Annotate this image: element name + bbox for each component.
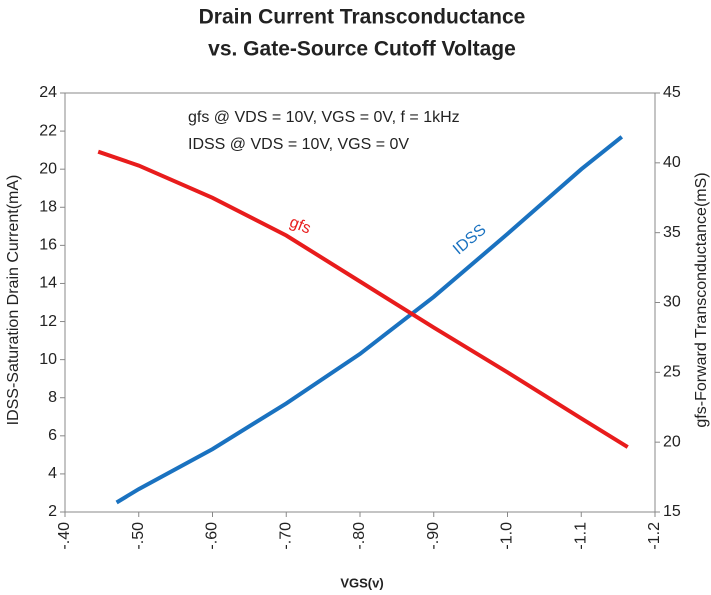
y2-tick-label: 15 [663,503,681,520]
y2-tick-label: 25 [663,364,681,381]
x-tick-label: -1.0 [499,522,516,550]
y-tick-label: 6 [48,427,57,444]
y2-tick-label: 45 [663,84,681,101]
x-tick-label: -1.1 [572,522,589,550]
series-label: gfs [287,214,313,238]
x-tick-label: -.50 [130,522,147,550]
series-line [115,135,624,505]
annotation: IDSS @ VDS = 10V, VGS = 0V [188,136,409,153]
y-tick-label: 8 [48,389,57,406]
y-tick-label: 2 [48,503,57,520]
y2-tick-label: 30 [663,294,681,311]
x-tick-label: -.40 [56,522,73,550]
plot-frame [64,92,656,513]
chart-title: vs. Gate-Source Cutoff Voltage [208,38,516,61]
x-axis-label: VGS(v) [340,575,383,590]
y2-tick-label: 20 [663,433,681,450]
x-tick-label: -.90 [425,522,442,550]
y2-tick-label: 40 [663,154,681,171]
x-tick-label: -1.2 [646,522,663,550]
y-axis-label: IDSS-Saturation Drain Current(mA) [5,175,22,426]
chart-title: Drain Current Transconductance [199,6,526,29]
y2-axis-label: gfs-Forward Transconductance(mS) [693,172,710,427]
y-tick-label: 22 [39,122,57,139]
x-tick-label: -.80 [351,522,368,550]
y-tick-label: 18 [39,198,57,215]
y-tick-label: 12 [39,313,57,330]
annotation: gfs @ VDS = 10V, VGS = 0V, f = 1kHz [188,109,460,126]
y2-tick-label: 35 [663,224,681,241]
y-tick-label: 10 [39,351,57,368]
y-tick-label: 16 [39,237,57,254]
y-tick-label: 24 [39,84,57,101]
y-tick-label: 4 [48,465,57,482]
x-tick-label: -.60 [204,522,221,550]
y-tick-label: 20 [39,160,57,177]
y-tick-label: 14 [39,275,57,292]
series-line [97,149,629,449]
x-tick-label: -.70 [277,522,294,550]
